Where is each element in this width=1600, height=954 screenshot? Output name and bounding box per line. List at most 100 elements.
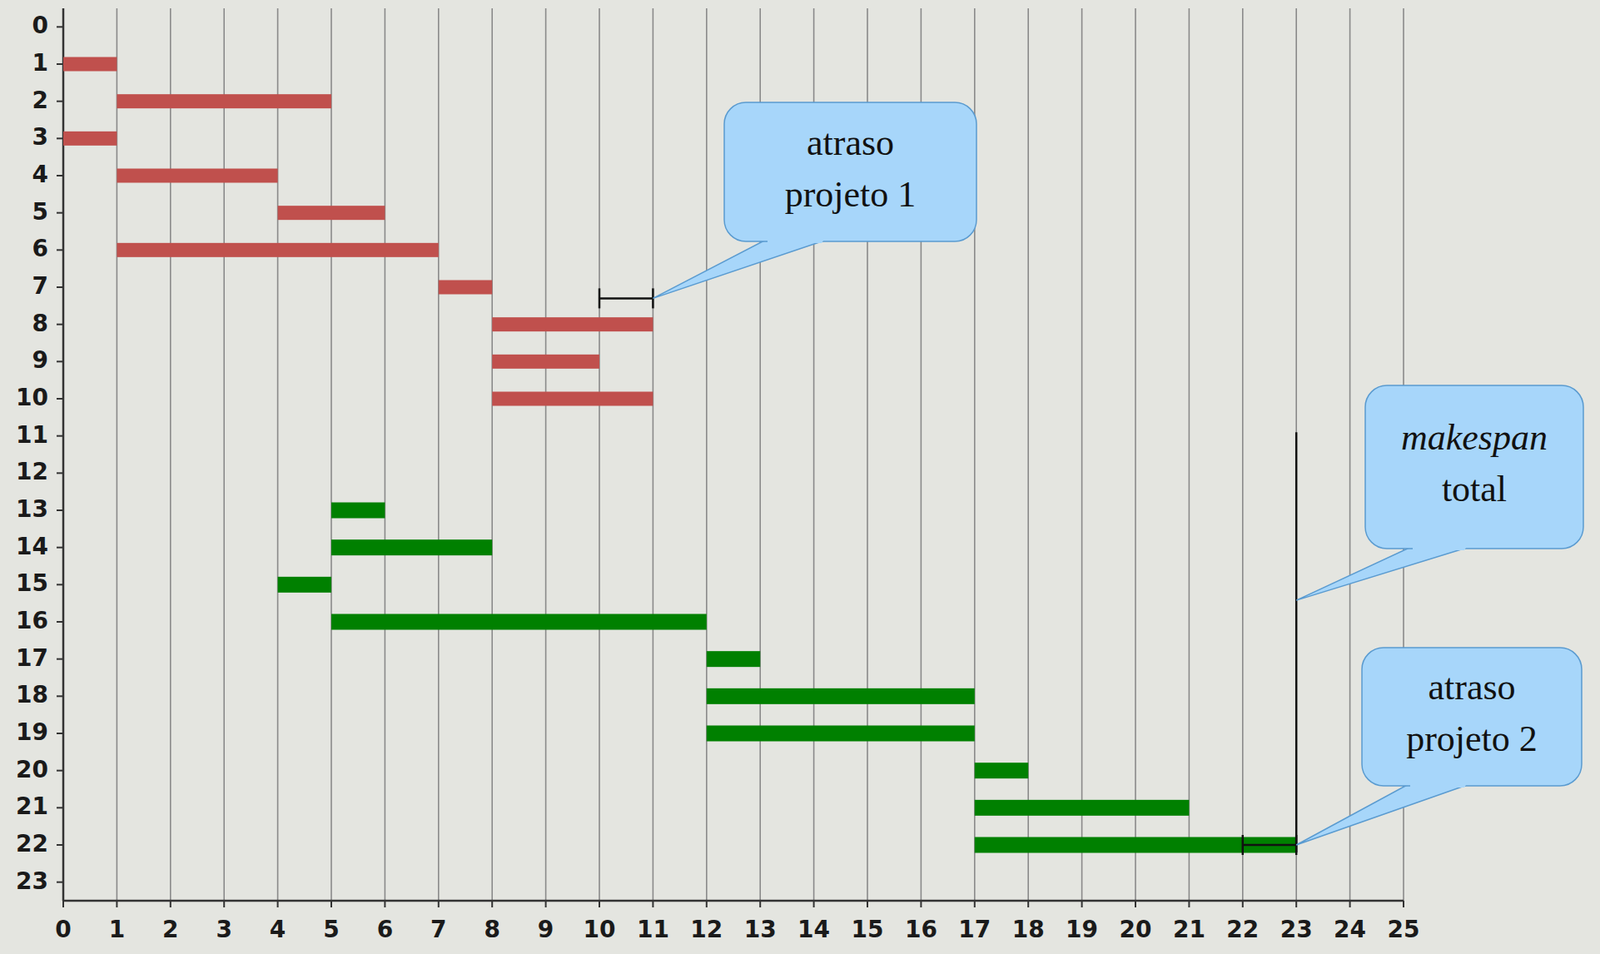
x-tick-label: 3 [215, 915, 232, 944]
grid-line [330, 8, 333, 901]
y-tick-label: 14 [15, 532, 49, 561]
x-tick-label: 9 [537, 915, 554, 944]
task-bar [706, 725, 975, 742]
grid-line [223, 8, 225, 901]
x-tick-label: 18 [1012, 915, 1045, 944]
grid-line [1188, 8, 1191, 901]
y-tick-label: 7 [32, 272, 49, 300]
y-tick-label: 3 [32, 123, 49, 151]
task-bar [974, 762, 1029, 779]
grid-line [545, 8, 547, 901]
y-tick-label: 22 [15, 829, 49, 858]
y-tick-label: 20 [15, 755, 49, 784]
grid-line [598, 8, 601, 901]
grid-line [437, 8, 440, 901]
callout-tail [1296, 546, 1470, 601]
callout-text: atraso [1427, 666, 1516, 708]
x-tick-label: 13 [744, 915, 777, 944]
x-tick-label: 24 [1333, 915, 1367, 944]
task-bar [974, 800, 1190, 816]
x-tick-label: 12 [690, 915, 723, 944]
x-tick-label: 8 [483, 915, 500, 944]
grid-line [277, 8, 279, 901]
callout-text: atraso [806, 122, 895, 164]
x-tick-label: 6 [377, 915, 393, 944]
task-bar [116, 168, 278, 184]
y-tick-label: 1 [32, 49, 49, 77]
task-bar [116, 243, 438, 258]
x-tick-label: 4 [269, 915, 286, 944]
callout-joint [767, 238, 825, 244]
callout-box [1365, 385, 1584, 549]
x-tick-label: 7 [430, 915, 447, 944]
callout-text: projeto 1 [785, 173, 917, 215]
background [0, 0, 1600, 954]
y-tick-label: 13 [15, 495, 49, 523]
task-bar [116, 94, 332, 109]
task-bar [63, 131, 117, 146]
task-bar [974, 837, 1297, 854]
y-tick-label: 21 [15, 792, 49, 820]
makespan-line [1295, 432, 1298, 853]
x-tick-label: 20 [1119, 915, 1153, 944]
x-tick-label: 17 [958, 915, 991, 944]
y-tick-label: 8 [32, 309, 49, 338]
callout-joint [1410, 782, 1468, 788]
x-axis [63, 899, 1404, 903]
callout-joint [1412, 545, 1468, 551]
y-tick-label: 11 [15, 421, 49, 449]
y-tick-label: 0 [32, 11, 49, 40]
x-tick-label: 10 [583, 915, 617, 944]
callout-tail [652, 239, 827, 299]
x-tick-label: 15 [851, 915, 885, 944]
x-tick-label: 0 [54, 915, 71, 944]
x-tick-label: 23 [1280, 915, 1313, 944]
y-tick-label: 17 [15, 644, 49, 672]
grid-line [1242, 8, 1244, 901]
callout-text: makespan [1401, 417, 1548, 458]
grid-line [384, 8, 387, 901]
task-bar [331, 614, 707, 631]
y-tick-label: 2 [32, 86, 49, 115]
grid-line [1134, 8, 1137, 901]
bars [63, 57, 1297, 854]
y-tick-label: 23 [15, 867, 49, 895]
grid-line [1081, 8, 1084, 901]
grid-line [1349, 8, 1352, 901]
bracket [1242, 844, 1297, 847]
bracket [599, 297, 653, 300]
task-bar [278, 576, 332, 593]
task-bar [278, 205, 386, 220]
x-tick-label: 16 [904, 915, 938, 944]
y-tick-label: 9 [32, 346, 49, 374]
grid-line [705, 8, 708, 901]
y-tick-label: 18 [15, 680, 49, 709]
x-tick-label: 19 [1065, 915, 1099, 944]
y-tick-label: 12 [15, 457, 49, 486]
y-tick-label: 16 [15, 606, 49, 635]
y-tick-label: 4 [32, 160, 49, 189]
x-tick-label: 22 [1226, 915, 1259, 944]
task-bar [491, 392, 653, 407]
callout-text: projeto 2 [1406, 718, 1538, 760]
task-bar [331, 502, 385, 519]
task-bar [706, 688, 975, 705]
task-bar [491, 317, 653, 332]
bracket-end [1242, 834, 1245, 855]
y-tick-label: 19 [15, 718, 49, 746]
x-tick-label: 1 [109, 915, 125, 944]
callout-box [1361, 647, 1582, 786]
task-bar [438, 280, 492, 295]
callout-tail [1296, 784, 1470, 845]
bracket-end [598, 288, 602, 309]
task-bar [331, 539, 492, 556]
task-bar [491, 354, 600, 369]
y-tick-label: 10 [15, 383, 49, 412]
task-bar [706, 650, 761, 667]
task-bar [63, 57, 117, 72]
grid-line [1295, 8, 1297, 901]
x-tick-label: 2 [162, 915, 179, 944]
callout-text: total [1441, 468, 1507, 510]
y-tick-label: 15 [15, 569, 49, 597]
grid-line [491, 8, 493, 901]
